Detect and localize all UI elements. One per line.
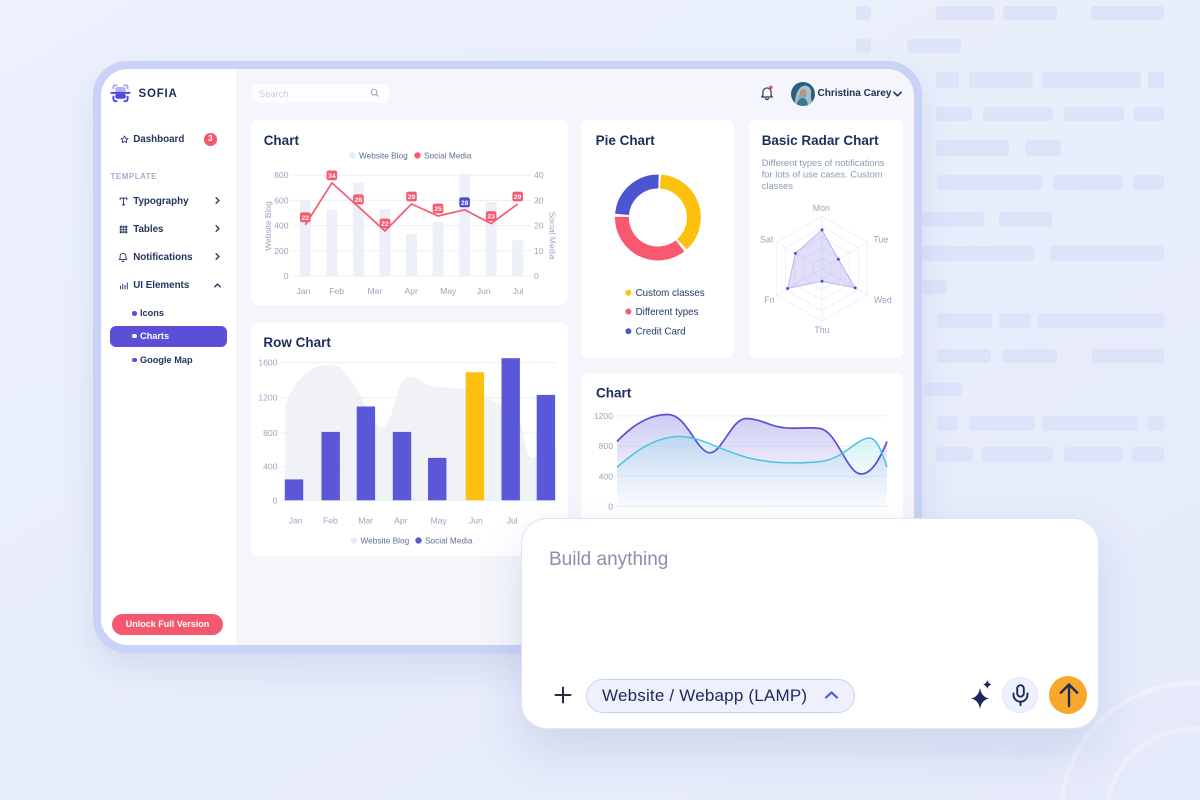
svg-text:May: May	[430, 516, 447, 526]
svg-text:400: 400	[263, 462, 278, 472]
svg-text:Thu: Thu	[814, 325, 829, 335]
svg-text:800: 800	[274, 171, 289, 181]
svg-text:Apr: Apr	[404, 286, 418, 296]
svg-text:Website Blog: Website Blog	[263, 201, 273, 251]
svg-text:0: 0	[283, 271, 288, 281]
svg-text:29: 29	[513, 194, 521, 201]
svg-text:28: 28	[460, 200, 468, 207]
svg-text:Website Blog: Website Blog	[360, 536, 409, 546]
svg-text:600: 600	[274, 196, 289, 206]
svg-text:Sat: Sat	[760, 235, 774, 245]
svg-text:800: 800	[599, 441, 614, 451]
svg-text:1200: 1200	[594, 411, 613, 421]
svg-text:Custom classes: Custom classes	[636, 289, 705, 300]
svg-text:Different types of notificatio: Different types of notifications	[762, 158, 885, 169]
svg-text:200: 200	[274, 246, 289, 256]
svg-text:400: 400	[274, 221, 289, 231]
svg-text:Jun: Jun	[468, 516, 482, 526]
svg-text:28: 28	[354, 197, 362, 204]
svg-text:40: 40	[534, 171, 544, 181]
svg-text:Social Media: Social Media	[425, 536, 473, 546]
svg-text:Feb: Feb	[322, 516, 337, 526]
svg-text:0: 0	[608, 502, 613, 512]
svg-text:Mar: Mar	[358, 516, 373, 526]
svg-text:23: 23	[487, 214, 495, 221]
svg-text:Tue: Tue	[873, 235, 888, 245]
svg-text:30: 30	[534, 196, 544, 206]
svg-text:Mon: Mon	[813, 204, 830, 214]
svg-text:Different types: Different types	[636, 307, 699, 318]
svg-text:Chart: Chart	[596, 386, 632, 401]
svg-text:Jul: Jul	[512, 286, 523, 296]
svg-text:22: 22	[381, 221, 389, 228]
svg-text:Basic Radar Chart: Basic Radar Chart	[762, 134, 879, 149]
svg-text:Jan: Jan	[288, 516, 302, 526]
svg-text:Jun: Jun	[476, 286, 490, 296]
svg-text:Apr: Apr	[394, 516, 408, 526]
svg-text:400: 400	[599, 471, 614, 481]
svg-text:Social Media: Social Media	[547, 212, 557, 260]
svg-text:Wed: Wed	[874, 295, 892, 305]
svg-text:Jan: Jan	[296, 286, 310, 296]
svg-text:Feb: Feb	[329, 286, 344, 296]
svg-text:25: 25	[434, 206, 442, 213]
svg-text:800: 800	[263, 428, 278, 438]
svg-text:Social Media: Social Media	[424, 151, 472, 161]
svg-text:for lots of use cases. Custom: for lots of use cases. Custom	[762, 169, 883, 180]
svg-text:0: 0	[272, 496, 277, 506]
svg-text:1600: 1600	[258, 358, 277, 368]
svg-text:Credit Card: Credit Card	[636, 327, 686, 338]
svg-text:Pie Chart: Pie Chart	[596, 134, 656, 149]
svg-text:20: 20	[534, 221, 544, 231]
svg-text:classes: classes	[762, 180, 794, 191]
svg-text:Row Chart: Row Chart	[263, 335, 331, 350]
svg-text:Chart: Chart	[263, 134, 299, 149]
svg-text:Mar: Mar	[367, 286, 382, 296]
svg-text:Fri: Fri	[764, 295, 774, 305]
svg-text:0: 0	[534, 271, 539, 281]
svg-text:May: May	[440, 286, 457, 296]
svg-text:29: 29	[407, 194, 415, 201]
svg-text:22: 22	[301, 215, 309, 222]
svg-text:34: 34	[328, 173, 336, 180]
svg-text:Jul: Jul	[506, 516, 517, 526]
svg-text:Website Blog: Website Blog	[359, 151, 408, 161]
svg-text:10: 10	[534, 246, 544, 256]
svg-text:1200: 1200	[258, 393, 277, 403]
